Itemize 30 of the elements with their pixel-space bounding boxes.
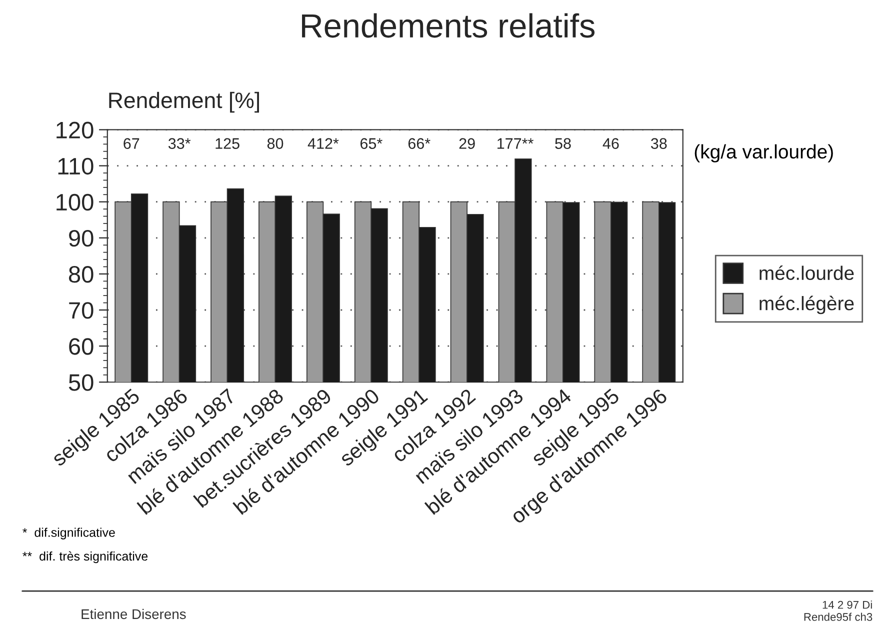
text: * dif.significative <box>22 528 115 540</box>
y-tick-label: 100 <box>56 194 94 211</box>
text: (kg/a var.lourde) <box>694 144 833 162</box>
annotation: 80 <box>267 138 284 149</box>
annotation: 177** <box>498 138 534 149</box>
legend-label: méc.légère <box>760 296 854 314</box>
annotation: 29 <box>459 138 475 149</box>
annotation: 65* <box>360 138 382 149</box>
y-tick-label: 80 <box>68 266 94 283</box>
annotation: 58 <box>555 138 571 149</box>
annotation: 66* <box>408 138 430 149</box>
annotation: 412* <box>308 138 339 149</box>
text: Rende95f ch3 <box>804 612 872 621</box>
annotation: 38 <box>650 138 667 149</box>
text: ** dif. très significative <box>22 551 148 564</box>
legend-label: méc.lourde <box>760 266 854 280</box>
y-tick-label: 70 <box>69 302 94 319</box>
y-axis-title: Rendement [%] <box>109 92 259 113</box>
annotation: 67 <box>124 138 140 149</box>
chart-title: Rendements relatifs <box>302 13 595 38</box>
y-tick-label: 120 <box>56 122 94 139</box>
text: Etienne Diserens <box>82 608 186 620</box>
text: 14 2 97 Di <box>822 600 872 609</box>
annotation: 46 <box>602 138 619 149</box>
y-tick-label: 110 <box>58 158 94 175</box>
annotation: 33* <box>168 138 191 149</box>
y-tick-label: 50 <box>68 374 94 391</box>
y-tick-label: 90 <box>69 230 94 247</box>
y-tick-label: 60 <box>69 338 94 355</box>
annotation: 125 <box>216 138 240 149</box>
